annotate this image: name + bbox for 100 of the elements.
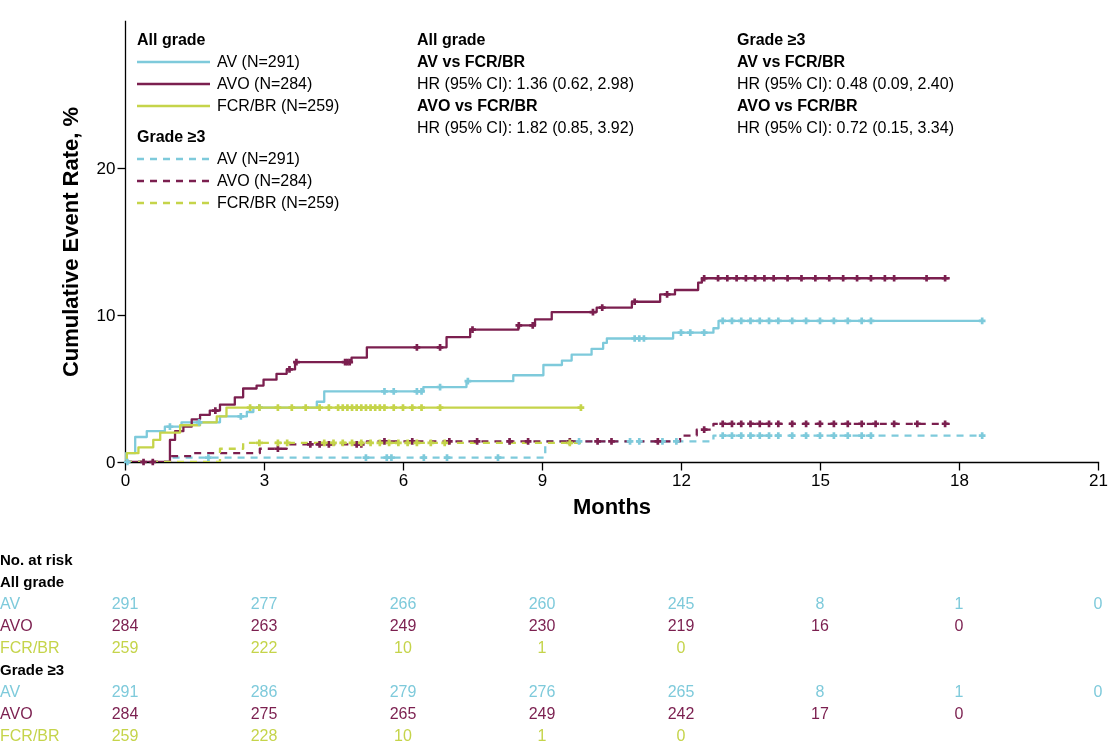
point [941, 274, 949, 282]
point [890, 274, 898, 282]
point [205, 454, 212, 461]
text: AVO 284 275 265 249 242 17 0 [0, 705, 964, 722]
point [844, 432, 852, 439]
point [524, 438, 532, 445]
point [677, 329, 685, 336]
point [913, 420, 921, 428]
point [761, 274, 768, 282]
point [418, 388, 425, 395]
annotation: Grade ≥3 [137, 128, 206, 145]
point [420, 454, 428, 461]
y-tick-label: 10 [96, 305, 116, 325]
point [700, 329, 708, 336]
point [390, 388, 398, 395]
point [728, 420, 736, 428]
point [788, 420, 796, 428]
x-tick-label: 21 [1089, 470, 1108, 490]
text: AV 291 277 266 260 245 8 1 0 [0, 595, 1103, 612]
text: FCR/BR 259 228 10 1 0 [0, 727, 686, 744]
point [788, 317, 796, 325]
point [941, 420, 949, 428]
y-tick-label: 0 [106, 452, 116, 472]
point [802, 432, 810, 439]
point [798, 274, 805, 282]
text: AVO 284 263 249 230 219 16 0 [0, 617, 964, 634]
y-tick-label: 20 [96, 158, 116, 178]
point [362, 454, 370, 461]
point [728, 432, 736, 439]
point [445, 438, 453, 445]
point [774, 420, 782, 428]
annotation: HR (95% CI): 0.48 (0.09, 2.40) [737, 75, 954, 92]
x-axis-title: Months [572, 493, 652, 519]
point [830, 420, 838, 428]
text: AV 291 286 279 276 265 8 1 0 [0, 683, 1103, 700]
point [441, 439, 449, 447]
point [747, 432, 754, 439]
point [673, 438, 680, 445]
point [802, 420, 810, 428]
point [978, 432, 986, 439]
point [663, 291, 671, 298]
y-axis-title: Cumulative Event Rate, % [57, 106, 83, 378]
point [367, 439, 374, 447]
point [325, 404, 333, 411]
point [598, 304, 606, 311]
point [825, 274, 833, 282]
legend-label: AVO (N=284) [217, 172, 313, 189]
legend-label: FCR/BR (N=259) [217, 194, 340, 211]
legend-label: FCR/BR (N=259) [217, 97, 340, 114]
annotation: AV vs FCR/BR [417, 53, 526, 70]
point [830, 432, 838, 439]
point [733, 274, 740, 282]
point [212, 407, 219, 414]
legend-label: AVO (N=284) [217, 75, 313, 92]
point [395, 439, 402, 447]
point [515, 321, 523, 329]
point [237, 413, 245, 420]
point [286, 366, 293, 373]
point [594, 438, 601, 445]
point [293, 358, 300, 366]
point [575, 438, 583, 445]
point [867, 432, 875, 439]
point [756, 432, 764, 439]
point [413, 343, 421, 351]
point [700, 274, 708, 282]
legend-label: AV (N=291) [217, 53, 300, 70]
point [339, 439, 347, 447]
point [719, 317, 727, 325]
point [774, 432, 782, 439]
point [274, 404, 282, 411]
annotation: Grade ≥3 [737, 31, 806, 48]
point [774, 317, 782, 325]
point [306, 441, 314, 448]
x-tick-label: 6 [398, 470, 409, 490]
point [473, 438, 481, 445]
point [390, 404, 398, 411]
point [858, 317, 866, 325]
x-tick-label: 15 [811, 470, 830, 490]
point [747, 420, 754, 428]
point [427, 439, 435, 447]
point [418, 404, 425, 411]
point [408, 404, 416, 411]
point [737, 420, 745, 428]
text: Grade ≥3 [0, 661, 65, 678]
x-tick-label: 9 [537, 470, 548, 490]
point [770, 274, 778, 282]
point [853, 274, 861, 282]
x-tick-label: 12 [672, 470, 691, 490]
point [166, 423, 174, 431]
point [288, 404, 296, 411]
annotation: HR (95% CI): 1.36 (0.62, 2.98) [417, 75, 634, 92]
point [149, 458, 157, 466]
annotation: All grade [417, 31, 486, 48]
point [399, 404, 407, 411]
point [742, 274, 750, 282]
x-tick-label: 0 [120, 470, 131, 490]
point [246, 404, 254, 411]
point [506, 438, 513, 445]
point [436, 343, 444, 351]
point [404, 439, 411, 447]
